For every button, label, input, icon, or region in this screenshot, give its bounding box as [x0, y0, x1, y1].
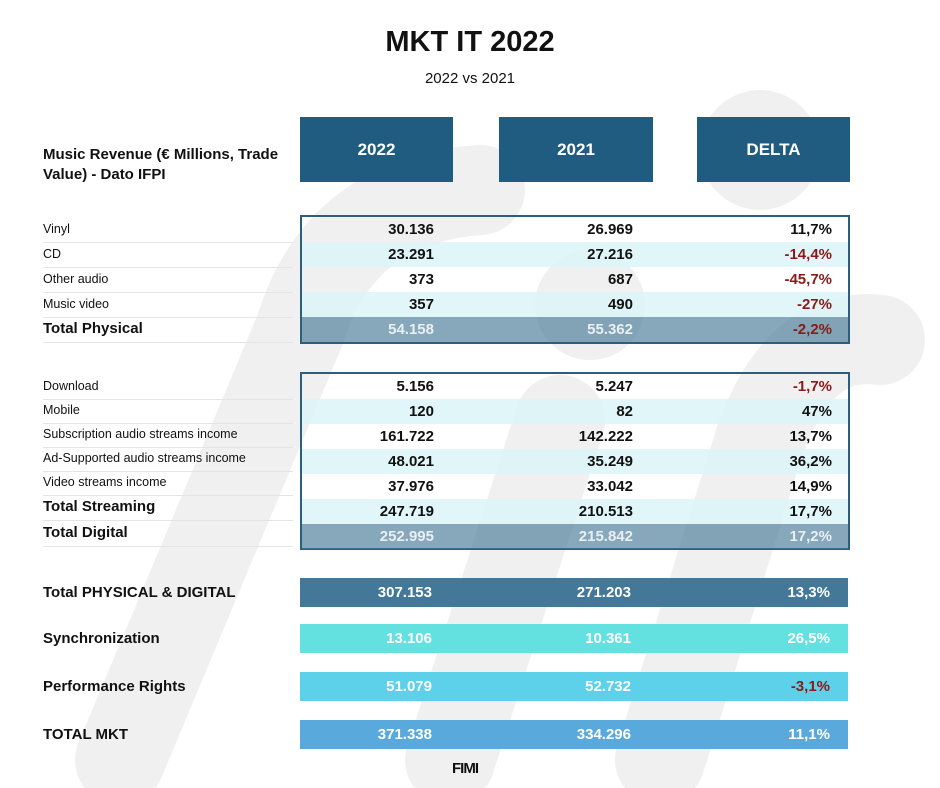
table-row: 161.722 142.222 13,7% [302, 424, 848, 449]
value-2022: 30.136 [388, 221, 434, 238]
value-delta: -1,7% [792, 378, 832, 395]
value-delta: 13,7% [789, 428, 832, 445]
summary-row: 307.153 271.203 13,3% [300, 578, 848, 607]
physical-table: 30.136 26.969 11,7% 23.291 27.216 -14,4% 373 68… [300, 215, 850, 344]
value-2022: 247.719 [379, 503, 434, 520]
value-2022: 120 [408, 403, 434, 420]
table-row: 373 687 -45,7% [302, 267, 848, 292]
row-label: Ad-Supported audio streams income [43, 447, 293, 472]
value-2022: 357 [408, 296, 434, 313]
summary-label: Total PHYSICAL & DIGITAL [43, 584, 236, 601]
row-label: Total Physical [43, 318, 293, 343]
value-2021: 26.969 [587, 221, 633, 238]
value-delta: 11,1% [788, 726, 830, 743]
fimi-logo-text: FIMI [452, 760, 479, 777]
table-row: 357 490 -27% [302, 292, 848, 317]
table-row: 23.291 27.216 -14,4% [302, 242, 848, 267]
table-row: 54.158 55.362 -2,2% [302, 317, 848, 342]
value-2021: 27.216 [587, 246, 633, 263]
value-delta: 26,5% [787, 630, 830, 647]
row-label: Mobile [43, 399, 293, 424]
value-2021: 10.361 [585, 630, 631, 647]
row-label: Video streams income [43, 471, 293, 496]
value-delta: 17,2% [789, 528, 832, 545]
table-row: 120 82 47% [302, 399, 848, 424]
summary-row: 51.079 52.732 -3,1% [300, 672, 848, 701]
table-row: 37.976 33.042 14,9% [302, 474, 848, 499]
value-delta: 14,9% [789, 478, 832, 495]
value-2022: 13.106 [386, 630, 432, 647]
page-title: MKT IT 2022 [385, 26, 555, 58]
value-delta: 11,7% [790, 221, 832, 238]
row-label: Music video [43, 293, 293, 318]
summary-label: TOTAL MKT [43, 726, 128, 743]
value-2022: 54.158 [388, 321, 434, 338]
value-delta: 36,2% [789, 453, 832, 470]
value-2022: 161.722 [379, 428, 434, 445]
summary-label: Performance Rights [43, 678, 186, 695]
table-row: 30.136 26.969 11,7% [302, 217, 848, 242]
table-row: 252.995 215.842 17,2% [302, 524, 848, 549]
value-2021: 334.296 [576, 726, 631, 743]
value-2021: 5.247 [595, 378, 633, 395]
value-delta: -2,2% [792, 321, 832, 338]
value-2021: 215.842 [578, 528, 633, 545]
value-delta: 13,3% [787, 584, 830, 601]
row-label: Subscription audio streams income [43, 423, 293, 448]
value-2022: 5.156 [396, 378, 434, 395]
summary-row: 371.338 334.296 11,1% [300, 720, 848, 749]
table-row: 5.156 5.247 -1,7% [302, 374, 848, 399]
fimi-logo: FIMI [452, 760, 479, 777]
value-2022: 252.995 [379, 528, 434, 545]
value-2022: 48.021 [388, 453, 434, 470]
value-2021: 82 [616, 403, 633, 420]
value-2021: 35.249 [587, 453, 633, 470]
value-2021: 55.362 [587, 321, 633, 338]
value-delta: -27% [796, 296, 832, 313]
value-2022: 307.153 [377, 584, 432, 601]
row-label: Total Streaming [43, 496, 293, 521]
row-label: Other audio [43, 268, 293, 293]
summary-label: Synchronization [43, 630, 160, 647]
row-label: CD [43, 243, 293, 268]
value-2021: 687 [607, 271, 633, 288]
column-header-2021: 2021 [499, 117, 653, 182]
column-header-delta: DELTA [697, 117, 850, 182]
value-delta: -14,4% [784, 246, 832, 263]
value-2022: 37.976 [388, 478, 434, 495]
value-2021: 210.513 [578, 503, 633, 520]
value-delta: 17,7% [789, 503, 832, 520]
column-header-2022: 2022 [300, 117, 453, 182]
value-2022: 23.291 [388, 246, 434, 263]
value-2022: 373 [408, 271, 434, 288]
value-2021: 142.222 [578, 428, 633, 445]
value-2022: 371.338 [377, 726, 432, 743]
value-2021: 271.203 [576, 584, 631, 601]
value-delta: 47% [801, 403, 832, 420]
row-label: Total Digital [43, 522, 293, 547]
digital-table: 5.156 5.247 -1,7% 120 82 47% 161.722 142.222 13,… [300, 372, 850, 550]
value-2021: 33.042 [587, 478, 633, 495]
value-delta: -3,1% [790, 678, 830, 695]
page-subtitle: 2022 vs 2021 [424, 70, 516, 87]
table-row: 247.719 210.513 17,7% [302, 499, 848, 524]
summary-row: 13.106 10.361 26,5% [300, 624, 848, 653]
table-row: 48.021 35.249 36,2% [302, 449, 848, 474]
value-2021: 52.732 [585, 678, 631, 695]
row-label: Vinyl [43, 218, 293, 243]
value-2021: 490 [607, 296, 633, 313]
row-label: Download [43, 375, 293, 400]
table-header-label: Music Revenue (€ Millions, Trade Value) … [43, 146, 279, 183]
value-delta: -45,7% [784, 271, 832, 288]
value-2022: 51.079 [386, 678, 432, 695]
